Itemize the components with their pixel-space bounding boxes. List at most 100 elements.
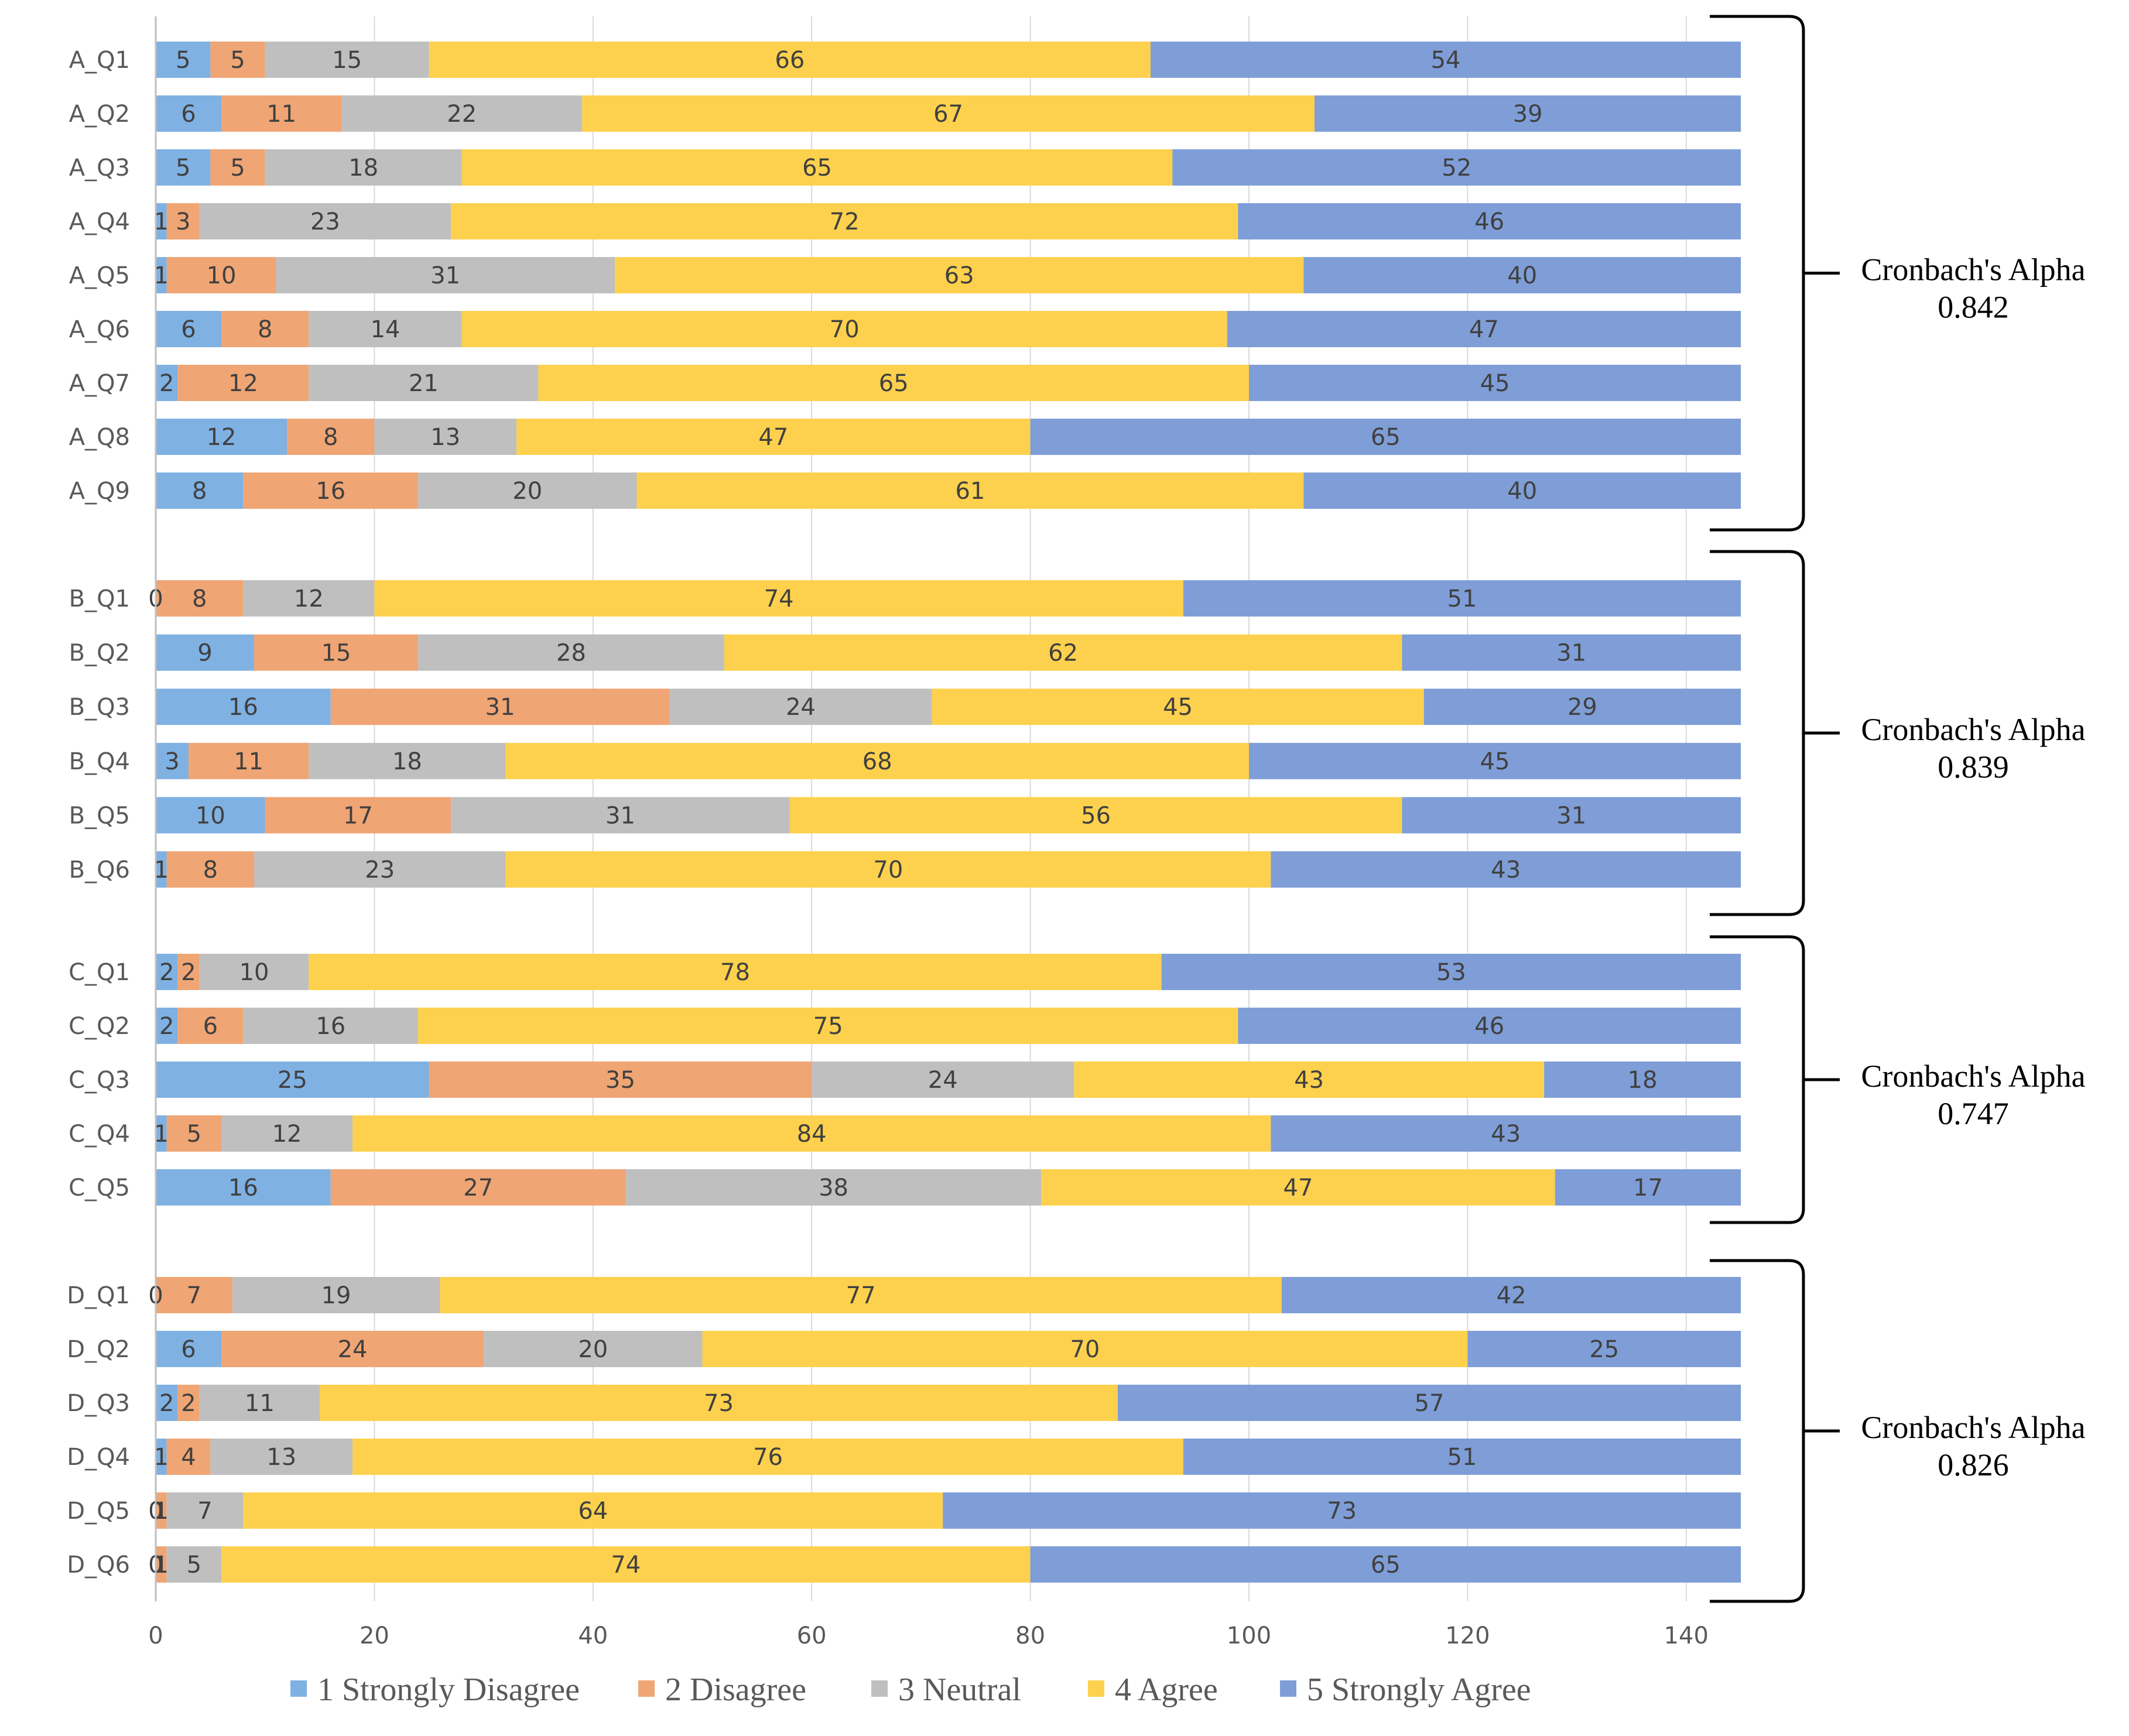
legend-item-label: 4 Agree (1115, 1672, 1218, 1708)
data-label: 5 (176, 155, 190, 182)
data-label: 2 (159, 370, 174, 397)
bar-segment-A_Q6-4 (461, 311, 1227, 347)
category-label: A_Q6 (69, 316, 130, 343)
data-label: 65 (1371, 424, 1401, 451)
category-label: C_Q5 (69, 1175, 130, 1201)
data-label: 43 (1294, 1067, 1324, 1094)
data-label: 7 (197, 1498, 212, 1525)
bar-segment-D_Q6-5 (1030, 1546, 1741, 1583)
legend-item-label: 5 Strongly Agree (1307, 1672, 1531, 1708)
bar-segment-B_Q6-3 (254, 851, 506, 888)
bar-segment-A_Q5-4 (615, 257, 1304, 293)
data-label: 7 (187, 1282, 201, 1309)
bar-segment-D_Q4-5 (1183, 1439, 1741, 1475)
category-label: B_Q3 (69, 694, 130, 721)
bar-segment-A_Q3-1 (156, 149, 211, 186)
bar-segment-D_Q2-4 (702, 1331, 1468, 1367)
category-label: A_Q8 (69, 424, 130, 451)
bar-segment-B_Q1-5 (1183, 580, 1741, 617)
data-label: 35 (605, 1067, 635, 1094)
data-label: 65 (802, 155, 832, 182)
category-label: D_Q4 (67, 1444, 130, 1471)
bar-segment-B_Q3-3 (669, 689, 932, 725)
category-label: D_Q1 (67, 1282, 130, 1309)
data-label: 75 (813, 1013, 843, 1040)
data-label: 74 (764, 585, 794, 612)
data-label: 10 (239, 959, 269, 986)
data-label: 23 (310, 208, 340, 235)
data-label: 70 (830, 316, 860, 343)
data-label: 12 (294, 585, 324, 612)
bar-segment-D_Q4-3 (210, 1439, 353, 1475)
bar-segment-D_Q5-3 (166, 1492, 244, 1529)
bar-segment-B_Q3-4 (932, 689, 1424, 725)
data-label: 47 (1283, 1175, 1313, 1201)
bar-segment-A_Q9-3 (418, 472, 637, 509)
x-tick-label: 80 (1015, 1622, 1045, 1649)
bar-segment-D_Q1-5 (1282, 1277, 1741, 1313)
bar-segment-C_Q2-2 (177, 1008, 244, 1044)
data-label: 8 (258, 316, 272, 343)
bar-segment-A_Q5-1 (156, 257, 167, 293)
data-label: 70 (873, 857, 903, 884)
data-label: 31 (485, 694, 515, 721)
data-label: 2 (159, 1390, 174, 1417)
data-label: 47 (1469, 316, 1499, 343)
data-label: 61 (955, 478, 985, 505)
bar-segment-A_Q9-4 (636, 472, 1304, 509)
bar-segment-A_Q8-3 (374, 419, 517, 455)
data-label: 29 (1567, 694, 1597, 721)
x-tick-label: 120 (1445, 1622, 1490, 1649)
bar-segment-C_Q5-3 (625, 1169, 1042, 1206)
bar-segment-A_Q1-3 (265, 42, 429, 78)
data-label: 73 (1327, 1498, 1357, 1525)
bar-segment-C_Q4-5 (1271, 1115, 1741, 1152)
data-label: 10 (207, 262, 237, 289)
data-label: 3 (176, 208, 190, 235)
data-label: 68 (862, 748, 892, 775)
bar-segment-D_Q3-2 (177, 1385, 200, 1421)
bar-segment-D_Q1-3 (232, 1277, 440, 1313)
data-label: 17 (1633, 1175, 1663, 1201)
bar-segment-B_Q5-2 (265, 797, 451, 834)
bar-segment-A_Q2-3 (341, 95, 583, 132)
data-label: 12 (272, 1121, 302, 1148)
data-label: 12 (228, 370, 258, 397)
data-label: 9 (197, 640, 212, 667)
legend: 1 Strongly Disagree 2 Disagree 3 Neutral 4 … (290, 1672, 1531, 1708)
bars-layer (156, 42, 1741, 1583)
bar-segment-C_Q5-5 (1555, 1169, 1741, 1206)
data-label: 11 (234, 748, 263, 775)
data-label: 31 (605, 802, 635, 829)
data-label: 78 (720, 959, 750, 986)
data-label: 65 (1371, 1552, 1401, 1579)
data-label: 5 (187, 1121, 201, 1148)
data-label: 73 (704, 1390, 734, 1417)
bar-segment-C_Q2-5 (1238, 1008, 1741, 1044)
bar-segment-A_Q2-4 (582, 95, 1315, 132)
data-label: 13 (266, 1444, 296, 1471)
bar-segment-B_Q5-5 (1402, 797, 1741, 834)
category-label: A_Q1 (69, 47, 130, 74)
category-label: A_Q4 (69, 208, 130, 235)
bar-segment-B_Q4-3 (309, 742, 506, 779)
bar-segment-B_Q4-5 (1249, 742, 1741, 779)
bar-segment-C_Q2-3 (243, 1008, 419, 1044)
bar-segment-B_Q2-5 (1402, 634, 1741, 671)
data-label: 51 (1447, 1444, 1477, 1471)
data-label: 38 (819, 1175, 848, 1201)
bar-segment-A_Q1-5 (1150, 42, 1741, 78)
bar-segment-A_Q6-1 (156, 311, 222, 347)
bar-segment-A_Q1-1 (156, 42, 211, 78)
data-label: 20 (512, 478, 542, 505)
data-label: 66 (775, 47, 805, 74)
bar-segment-B_Q2-4 (724, 634, 1402, 671)
bar-segment-A_Q3-4 (461, 149, 1173, 186)
data-label: 24 (786, 694, 816, 721)
bar-segment-B_Q6-1 (156, 851, 167, 888)
data-label: 14 (371, 316, 401, 343)
x-tick-label: 60 (797, 1622, 827, 1649)
data-label: 17 (343, 802, 373, 829)
bar-segment-B_Q4-1 (156, 742, 189, 779)
